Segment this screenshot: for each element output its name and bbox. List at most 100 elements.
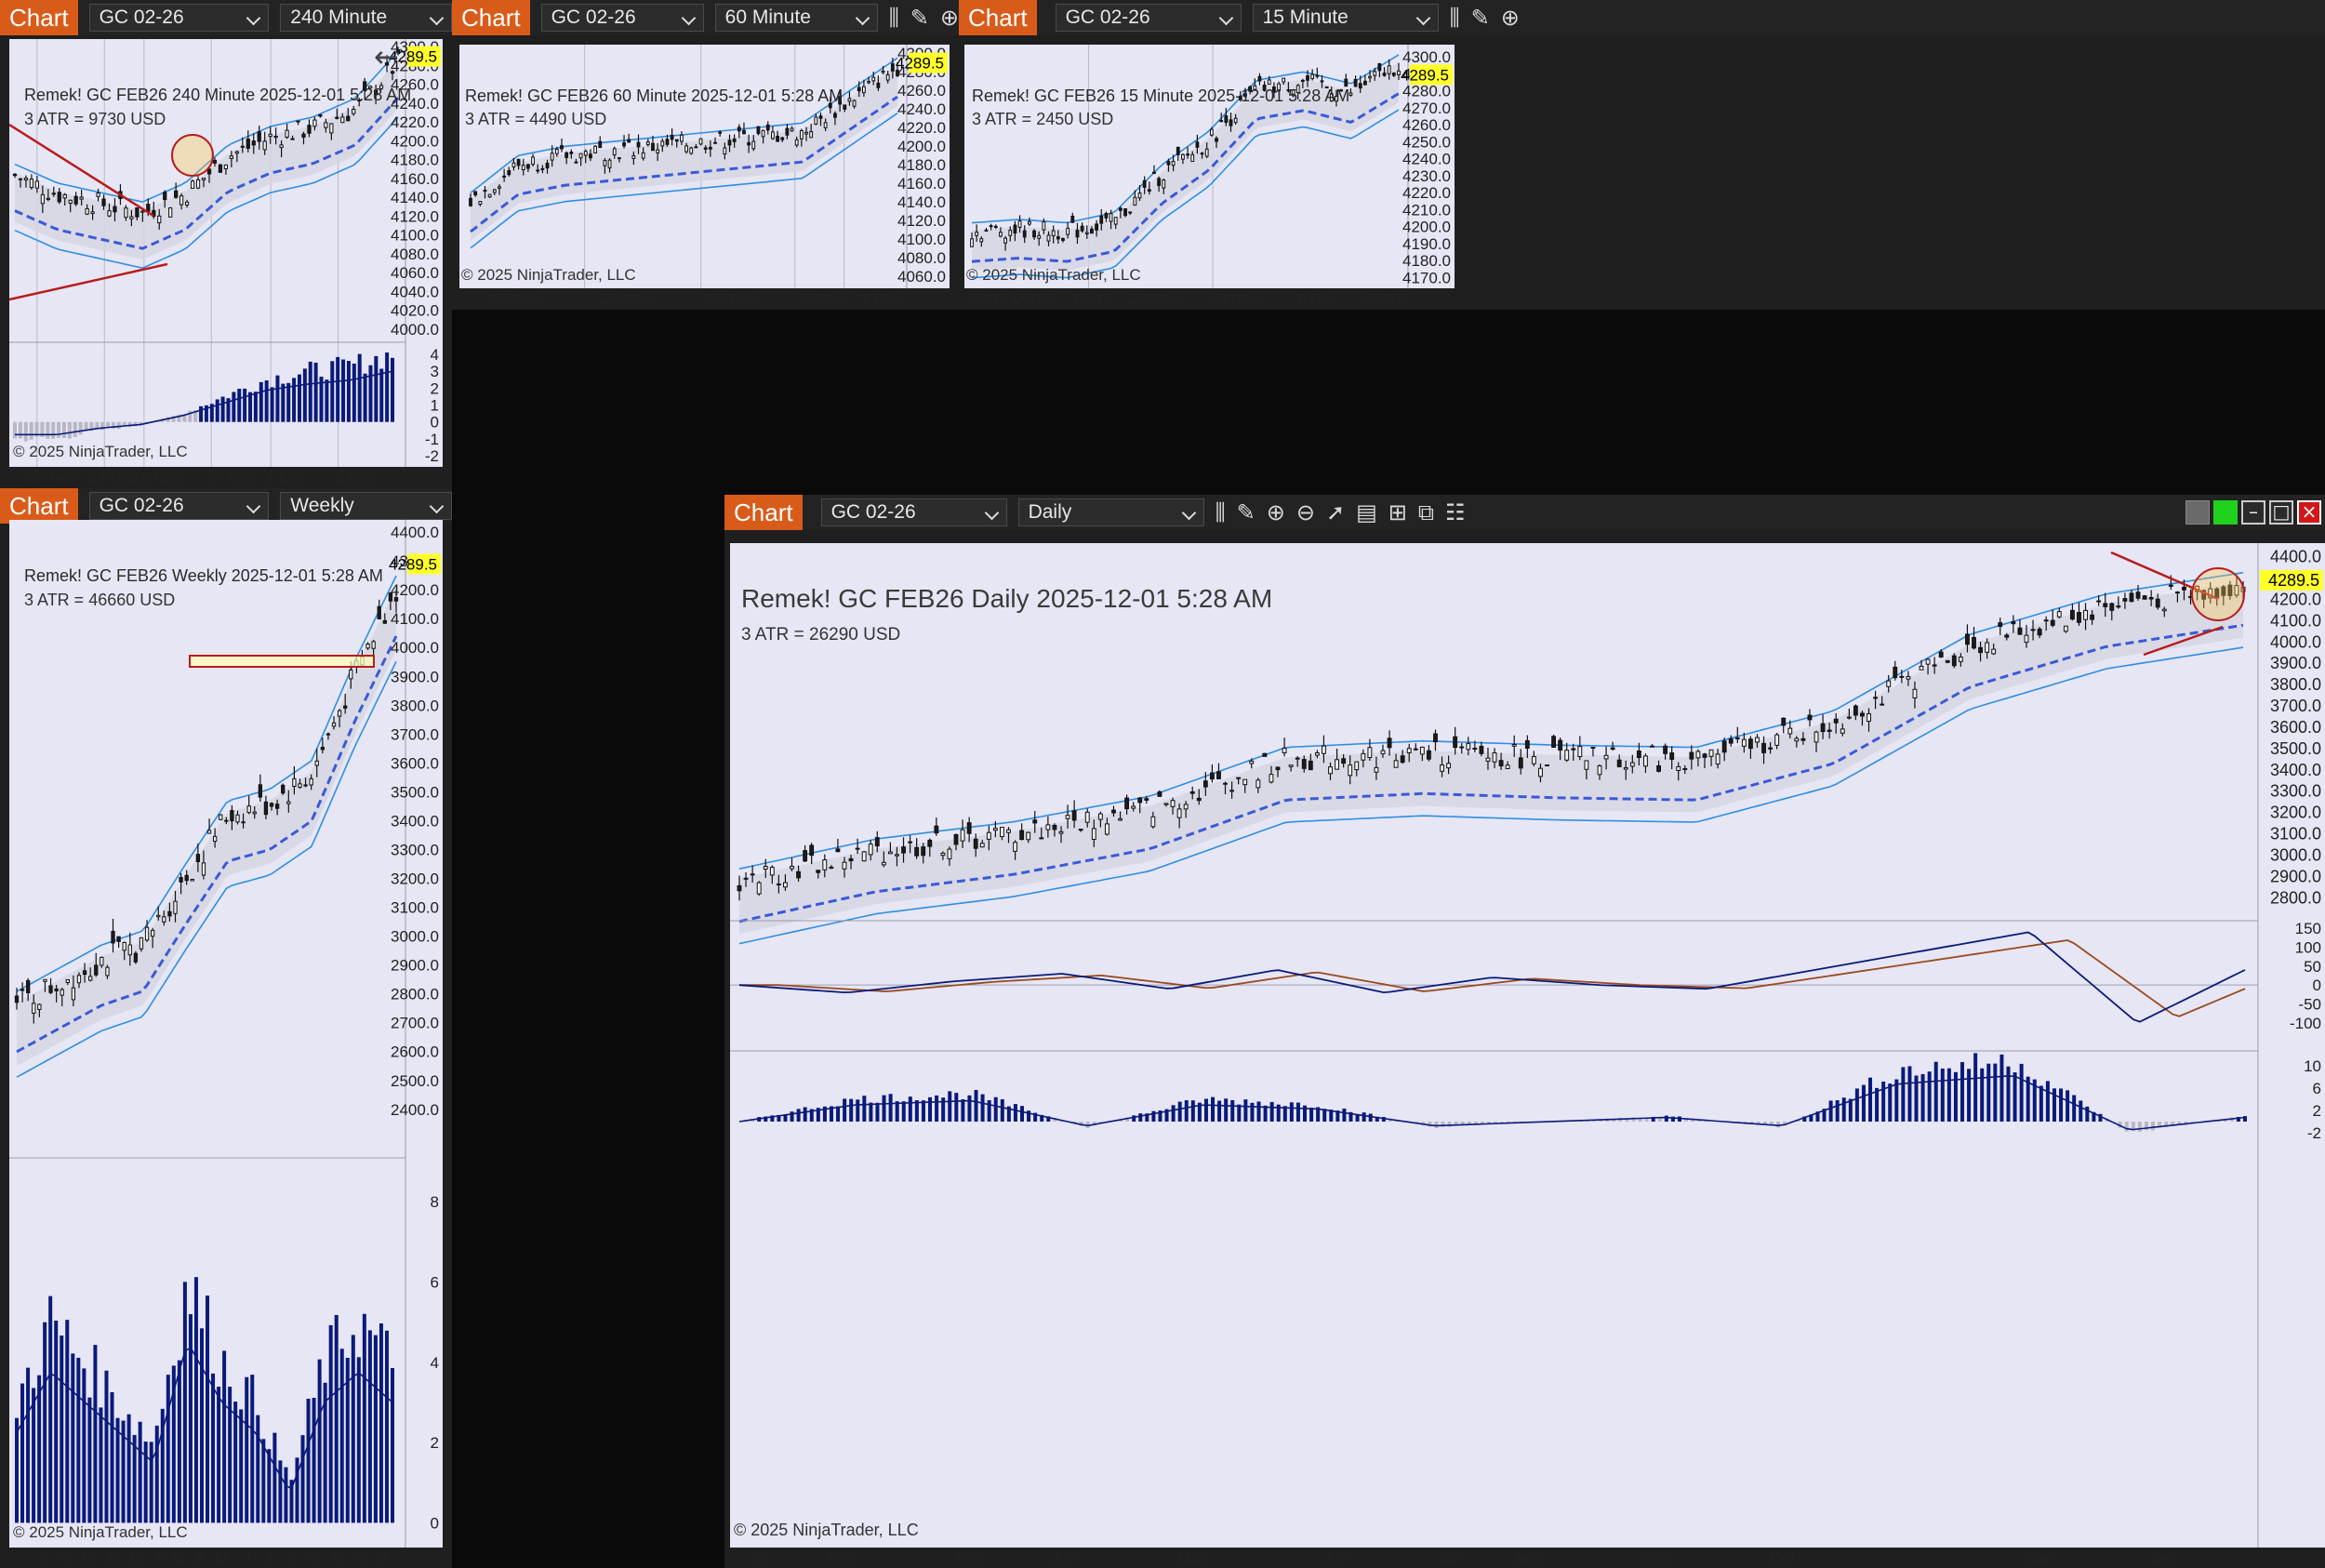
instrument-select[interactable]: GC 02-26 <box>88 4 270 32</box>
candle <box>1387 65 1391 74</box>
histogram-bar <box>1967 1069 1972 1122</box>
link-button[interactable] <box>2186 500 2210 525</box>
candle <box>1656 764 1661 772</box>
candle <box>1133 196 1137 206</box>
candle <box>1492 752 1497 763</box>
histogram-bar <box>1138 1113 1143 1122</box>
y-tick-label: 4240.0 <box>897 100 946 118</box>
candle <box>1663 745 1668 754</box>
indicators-icon[interactable]: ⊞ <box>1388 499 1407 525</box>
candle <box>1426 750 1431 760</box>
candle <box>1300 79 1305 82</box>
histogram-bar <box>1664 1115 1668 1122</box>
candle <box>290 138 295 140</box>
histogram-bar <box>1802 1116 1807 1122</box>
x-tick-label: N <box>354 1549 366 1567</box>
bar-type-icon[interactable]: ⫼ <box>1215 499 1226 525</box>
templates-icon[interactable]: ☷ <box>1445 499 1466 525</box>
histogram-bar <box>954 1093 959 1122</box>
instrument-select[interactable]: GC 02-26 <box>820 498 1007 526</box>
histogram-bar <box>948 1091 952 1122</box>
zoom-out-icon[interactable]: ⊖ <box>1295 499 1315 525</box>
trail-stop-line <box>738 623 2244 924</box>
chart-tab[interactable]: Chart <box>452 0 530 35</box>
y-axis-strip <box>2258 543 2325 1548</box>
chart-tab[interactable]: Chart <box>0 488 78 524</box>
bar-type-icon[interactable]: ⫼ <box>1449 5 1460 31</box>
histogram-bar <box>1960 1062 1964 1122</box>
sub-tick-label: 0 <box>2313 977 2321 994</box>
zoom-in-icon[interactable]: ⊕ <box>1500 5 1520 31</box>
histogram-bar <box>1684 1118 1689 1122</box>
histogram-bar <box>1776 1122 1781 1128</box>
candle <box>1358 83 1362 89</box>
instrument-select[interactable]: GC 02-26 <box>1055 4 1242 32</box>
interval-select[interactable]: 15 Minute <box>1252 4 1439 32</box>
candle <box>1728 737 1734 744</box>
keltner-band-fill <box>471 65 897 241</box>
candle <box>1453 736 1458 749</box>
candle <box>1485 757 1491 762</box>
x-tick-label: 1 Dec <box>1296 290 1338 308</box>
candle <box>1269 774 1274 783</box>
histogram-bar <box>84 421 88 432</box>
histogram-bar <box>1625 1118 1629 1122</box>
candle <box>809 131 814 139</box>
data-box-icon[interactable]: ▤ <box>1356 499 1377 525</box>
candle <box>1071 810 1077 821</box>
zoom-in-icon[interactable]: ⊕ <box>939 5 959 31</box>
interval-select[interactable]: 240 Minute <box>280 4 452 32</box>
candle <box>1046 234 1051 242</box>
histogram-bar <box>2000 1054 2004 1122</box>
price-panel[interactable]: 4300.04280.04260.04240.04220.04200.04180… <box>9 39 443 467</box>
histogram-bar <box>2151 1122 2156 1131</box>
histogram-bar <box>1053 1117 1057 1122</box>
band-lower <box>16 660 397 1078</box>
candle <box>2043 619 2049 622</box>
strategies-icon[interactable]: ⧉ <box>1417 499 1434 525</box>
maximize-icon[interactable]: □ <box>2269 500 2293 525</box>
candle <box>1590 746 1596 749</box>
draw-tool-icon[interactable]: ✎ <box>1470 5 1490 31</box>
histogram-bar <box>1473 1122 1478 1125</box>
instrument-select[interactable]: GC 02-26 <box>88 492 270 520</box>
candle <box>769 867 775 876</box>
price-panel[interactable]: 4400.04300.04200.04100.04000.03900.03800… <box>730 543 2325 1548</box>
price-panel[interactable]: 4400.04300.04200.04100.04000.03900.03800… <box>9 520 443 1548</box>
candle <box>1472 748 1478 751</box>
interval-select[interactable]: 60 Minute <box>714 4 878 32</box>
price-panel[interactable]: 4300.04290.04280.04270.04260.04250.04240… <box>964 45 1455 288</box>
candle <box>173 900 178 914</box>
candle <box>1603 754 1609 760</box>
y-tick-label: 4200.0 <box>1402 219 1451 236</box>
color-link-button[interactable] <box>2213 500 2238 525</box>
bar-type-icon[interactable]: ⫼ <box>888 5 899 31</box>
histogram-bar <box>1888 1083 1893 1122</box>
y-tick-label: 3600.0 <box>391 754 439 772</box>
interval-select[interactable]: Weekly <box>280 492 452 520</box>
candle <box>298 783 302 788</box>
close-icon[interactable]: × <box>2297 500 2321 525</box>
minimize-icon[interactable]: – <box>2241 500 2265 525</box>
candle <box>2063 625 2068 632</box>
pointer-icon[interactable]: ➚ <box>1325 499 1346 525</box>
y-tick-label: 4160.0 <box>897 175 946 193</box>
histogram-bar <box>188 1314 193 1523</box>
chart-tab[interactable]: Chart <box>959 0 1037 35</box>
candle <box>139 937 144 950</box>
candle <box>670 134 674 140</box>
candle <box>1912 688 1918 698</box>
histogram-bar <box>199 405 204 422</box>
instrument-select[interactable]: GC 02-26 <box>540 4 704 32</box>
interval-select[interactable]: Daily <box>1017 498 1204 526</box>
draw-tool-icon[interactable]: ✎ <box>910 5 929 31</box>
chart-tab[interactable]: Chart <box>724 495 803 530</box>
histogram-bar <box>379 1323 383 1523</box>
zoom-in-icon[interactable]: ⊕ <box>1266 499 1285 525</box>
candle <box>838 96 843 105</box>
chart-tab[interactable]: Chart <box>0 0 78 35</box>
back-arrow-icon[interactable]: ← <box>374 39 399 74</box>
draw-tool-icon[interactable]: ✎ <box>1236 499 1256 525</box>
histogram-bar <box>2124 1122 2129 1132</box>
price-panel[interactable]: 4300.04280.04260.04240.04220.04200.04180… <box>459 45 950 288</box>
